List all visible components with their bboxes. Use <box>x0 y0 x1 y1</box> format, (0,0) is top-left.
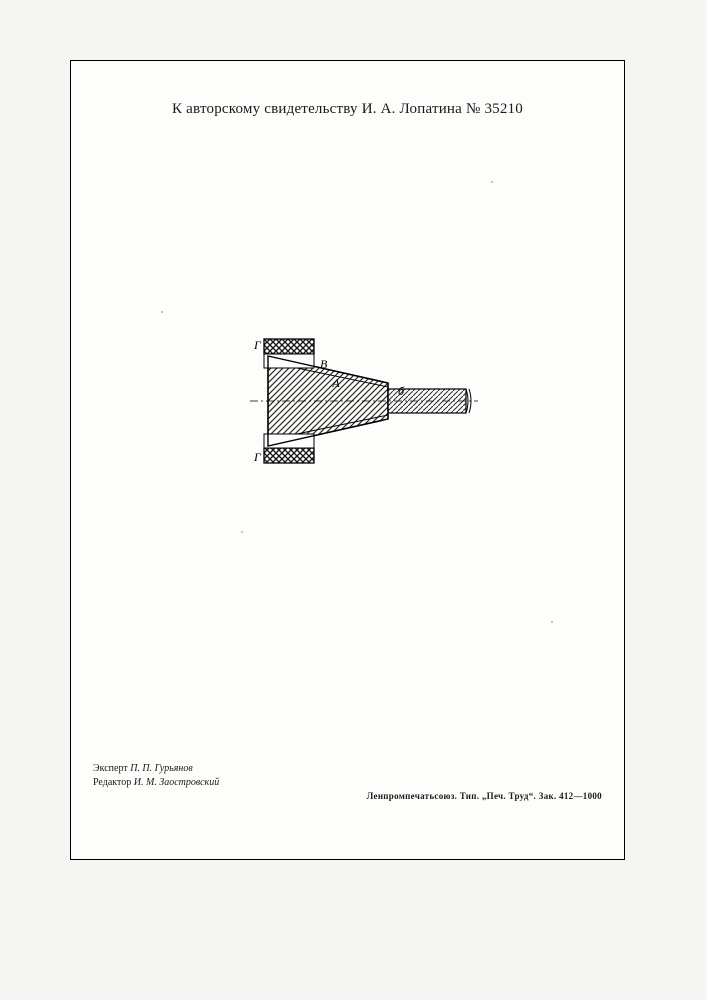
speck <box>161 311 163 313</box>
imprint-text: Ленпромпечатьсоюз. Тип. „Печ. Труд“. Зак… <box>367 791 602 801</box>
svg-text:В: В <box>320 357 328 371</box>
expert-line: Эксперт П. П. Гурьянов <box>93 762 219 776</box>
header-number-label: № <box>466 101 481 117</box>
expert-name: П. П. Гурьянов <box>130 763 193 774</box>
speck <box>241 531 243 533</box>
editor-name: И. М. Заостровский <box>134 777 220 788</box>
editor-line: Редактор И. М. Заостровский <box>93 776 219 790</box>
editor-label: Редактор <box>93 777 131 788</box>
header-prefix: К авторскому свидетельству <box>172 101 358 117</box>
document-header: К авторскому свидетельству И. А. Лопатин… <box>71 101 624 118</box>
credits-block: Эксперт П. П. Гурьянов Редактор И. М. За… <box>93 762 219 789</box>
svg-text:б: б <box>398 384 405 398</box>
figure-svg: АВб Г Г <box>198 321 498 481</box>
speck <box>491 181 493 183</box>
page-frame: К авторскому свидетельству И. А. Лопатин… <box>70 60 625 860</box>
svg-text:Г: Г <box>253 338 262 352</box>
svg-text:А: А <box>331 376 340 390</box>
printer-imprint: Ленпромпечатьсоюз. Тип. „Печ. Труд“. Зак… <box>367 791 602 801</box>
header-author: И. А. Лопатина <box>362 101 462 117</box>
speck <box>551 621 553 623</box>
expert-label: Эксперт <box>93 763 128 774</box>
technical-figure: АВб Г Г <box>198 321 498 481</box>
header-number: 35210 <box>484 101 523 117</box>
svg-text:Г: Г <box>253 450 262 464</box>
